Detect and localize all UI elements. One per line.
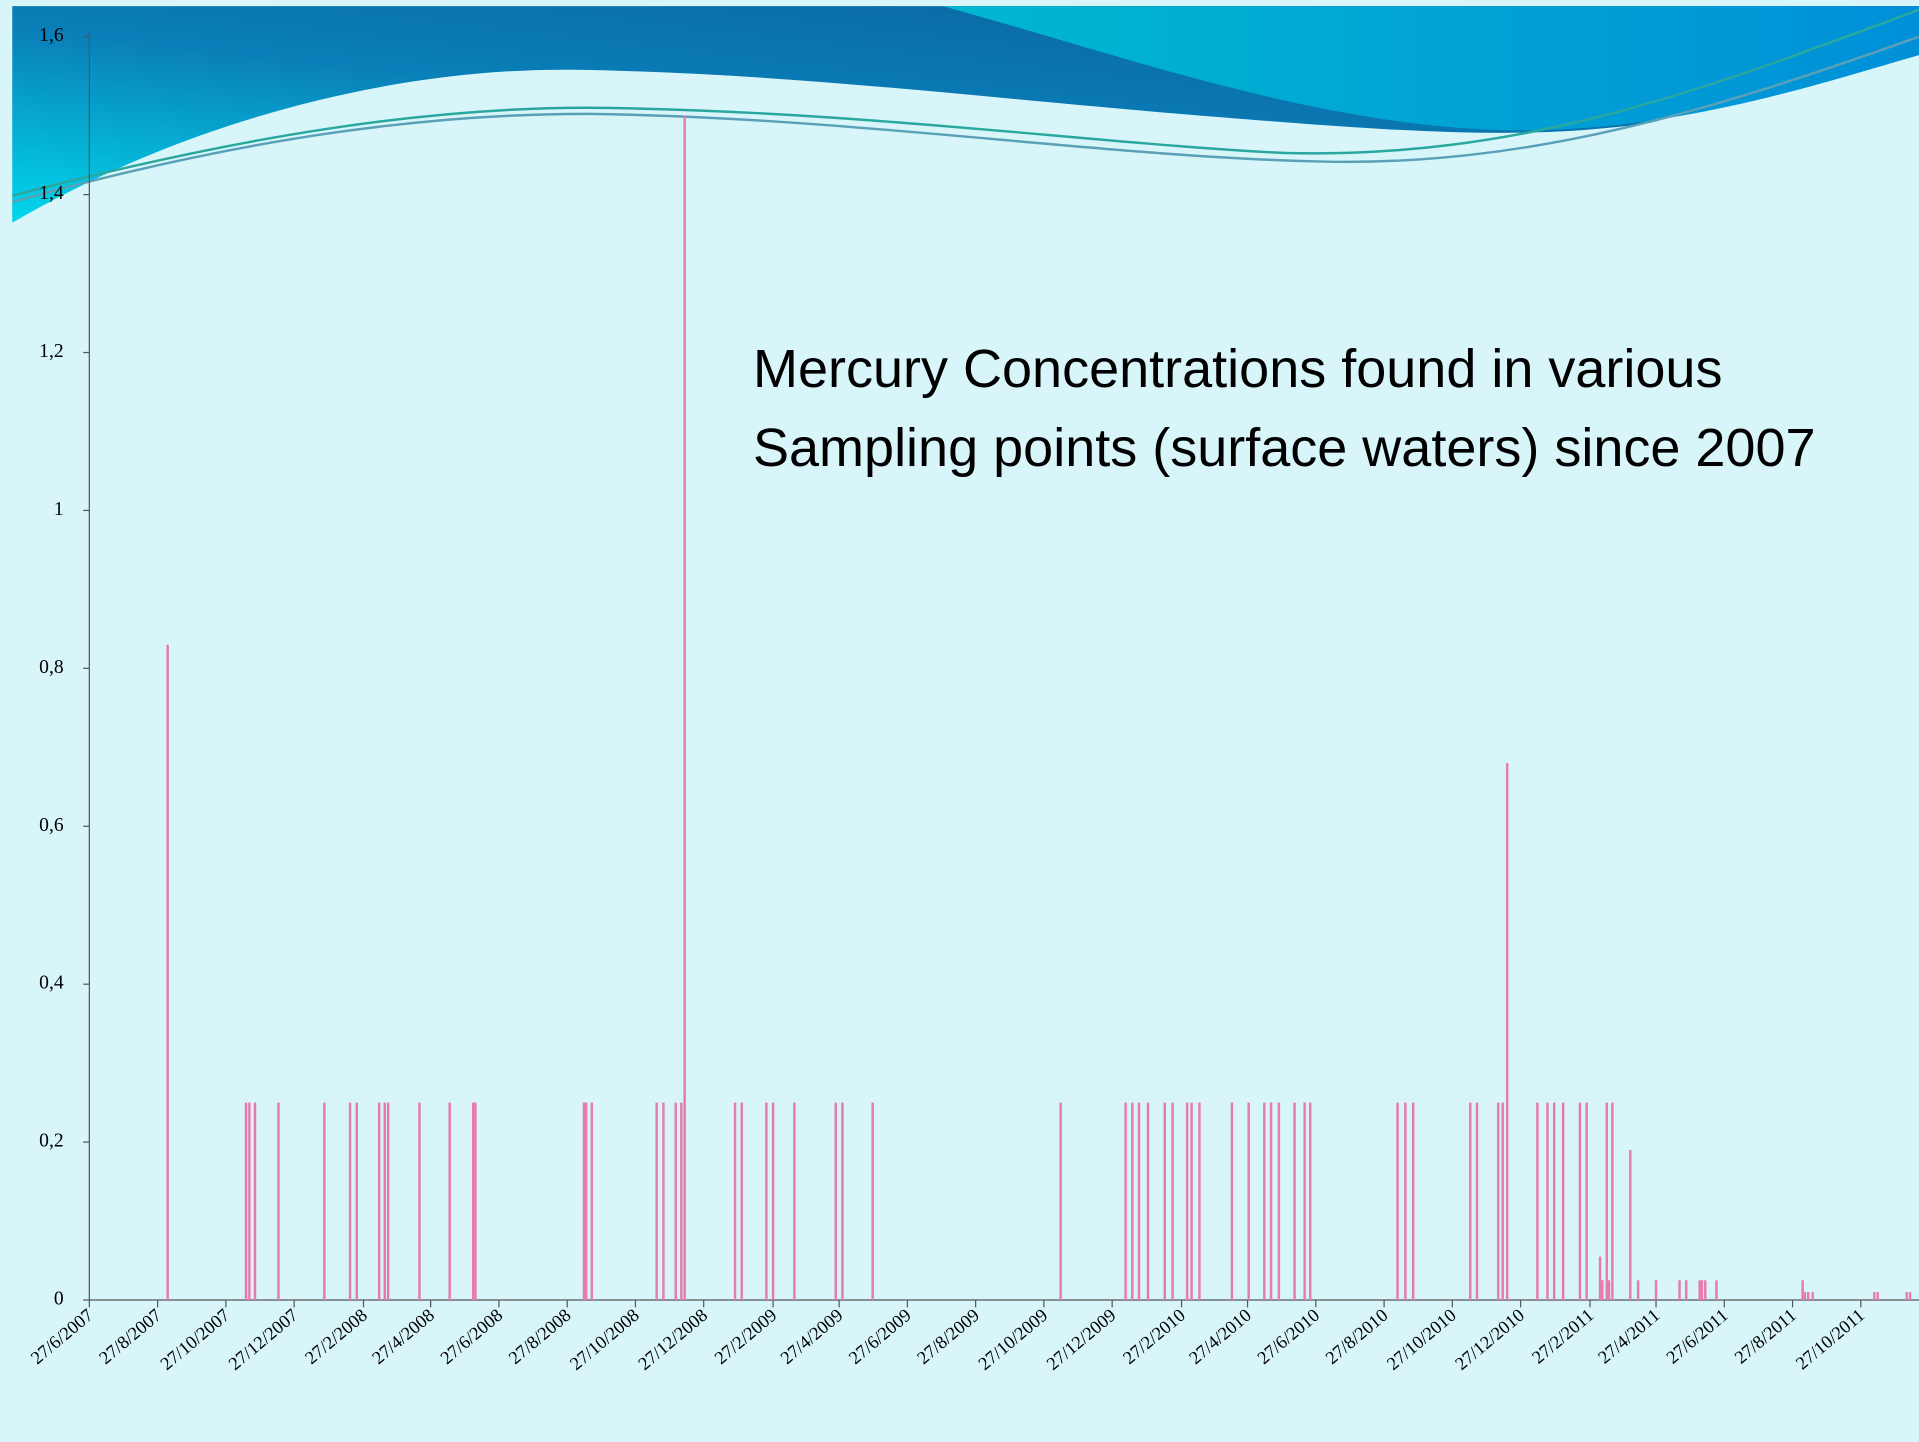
- bar: [1131, 1103, 1133, 1300]
- slide: 00,20,40,60,811,21,41,627/6/200727/8/200…: [0, 0, 1919, 1442]
- bar: [1546, 1103, 1548, 1300]
- bar: [1247, 1103, 1249, 1300]
- bar: [1704, 1280, 1706, 1300]
- bar: [1476, 1103, 1478, 1300]
- bar: [1278, 1103, 1280, 1300]
- bar: [1804, 1292, 1806, 1300]
- bar: [683, 116, 685, 1300]
- bar: [1412, 1103, 1414, 1300]
- bar: [772, 1103, 774, 1300]
- bar: [1611, 1103, 1613, 1300]
- bar: [1303, 1103, 1305, 1300]
- y-tick-label: 1: [54, 499, 64, 520]
- y-tick-label: 0,2: [39, 1131, 63, 1152]
- bar: [387, 1103, 389, 1300]
- bar: [1876, 1292, 1878, 1300]
- bar: [1536, 1103, 1538, 1300]
- bar: [349, 1103, 351, 1300]
- bar: [1138, 1103, 1140, 1300]
- bar: [1629, 1150, 1631, 1300]
- bar: [356, 1103, 358, 1300]
- bar: [1801, 1280, 1803, 1300]
- bar: [1909, 1292, 1911, 1300]
- y-tick-label: 0,4: [39, 973, 64, 994]
- bar: [1905, 1292, 1907, 1300]
- bar: [1553, 1103, 1555, 1300]
- bar: [1579, 1103, 1581, 1300]
- bar: [1601, 1280, 1603, 1300]
- chart: 00,20,40,60,811,21,41,627/6/200727/8/200…: [0, 0, 1919, 1442]
- bar: [1309, 1103, 1311, 1300]
- bar: [254, 1103, 256, 1300]
- bar: [585, 1103, 587, 1300]
- bar: [1685, 1280, 1687, 1300]
- bar: [378, 1103, 380, 1300]
- bar: [1506, 763, 1508, 1300]
- bar: [1171, 1103, 1173, 1300]
- bar: [655, 1103, 657, 1300]
- y-tick-label: 0,6: [39, 815, 64, 836]
- bar: [1164, 1103, 1166, 1300]
- bar: [245, 1103, 247, 1300]
- bar: [1270, 1103, 1272, 1300]
- bar: [418, 1103, 420, 1300]
- bar: [835, 1103, 837, 1300]
- bar: [472, 1103, 474, 1300]
- bar: [765, 1103, 767, 1300]
- bar: [166, 645, 168, 1300]
- bar: [1190, 1103, 1192, 1300]
- bar: [1599, 1257, 1601, 1300]
- bar: [793, 1103, 795, 1300]
- y-tick-label: 0,8: [39, 657, 64, 678]
- bar: [1293, 1103, 1295, 1300]
- y-tick-label: 0: [54, 1289, 64, 1310]
- bar: [1807, 1292, 1809, 1300]
- chart-title: Mercury Concentrations found in various …: [753, 330, 1918, 488]
- bar: [448, 1103, 450, 1300]
- bar: [1608, 1280, 1610, 1300]
- bar: [1585, 1103, 1587, 1300]
- y-tick-label: 1,6: [39, 25, 64, 46]
- bar: [277, 1103, 279, 1300]
- y-tick-label: 1,4: [39, 183, 64, 204]
- bar: [1501, 1103, 1503, 1300]
- bar: [675, 1103, 677, 1300]
- bar: [734, 1103, 736, 1300]
- bar: [1562, 1103, 1564, 1300]
- bar: [1678, 1280, 1680, 1300]
- bar: [1606, 1103, 1608, 1300]
- bar: [1497, 1103, 1499, 1300]
- bar: [1263, 1103, 1265, 1300]
- bar: [680, 1103, 682, 1300]
- bar: [1873, 1292, 1875, 1300]
- bar: [1059, 1103, 1061, 1300]
- bar: [871, 1103, 873, 1300]
- bar: [323, 1103, 325, 1300]
- bar: [474, 1103, 476, 1300]
- bar: [583, 1103, 585, 1300]
- bar: [248, 1103, 250, 1300]
- bar: [1198, 1103, 1200, 1300]
- bar: [1469, 1103, 1471, 1300]
- bar: [1404, 1103, 1406, 1300]
- bar: [1124, 1103, 1126, 1300]
- bar: [841, 1103, 843, 1300]
- bar: [384, 1103, 386, 1300]
- bar: [1811, 1292, 1813, 1300]
- bar: [1396, 1103, 1398, 1300]
- bar: [1637, 1280, 1639, 1300]
- bar: [1698, 1280, 1700, 1300]
- bar: [1655, 1280, 1657, 1300]
- bar: [591, 1103, 593, 1300]
- bar: [741, 1103, 743, 1300]
- bar: [1701, 1280, 1703, 1300]
- bar: [1231, 1103, 1233, 1300]
- bar: [1147, 1103, 1149, 1300]
- y-tick-label: 1,2: [39, 341, 63, 362]
- bar: [1715, 1280, 1717, 1300]
- bar: [662, 1103, 664, 1300]
- bar: [1186, 1103, 1188, 1300]
